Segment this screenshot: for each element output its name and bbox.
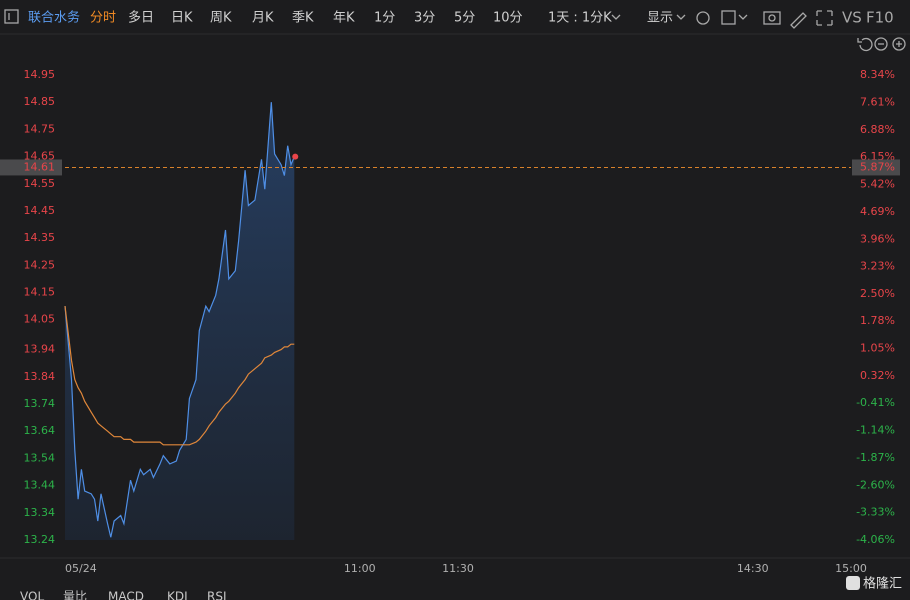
y2-tick-label: 3.23% [860, 260, 895, 273]
change-label-box [852, 159, 900, 176]
x-tick-label: 11:00 [344, 562, 376, 575]
tab[interactable]: 分时 [90, 11, 116, 26]
y2-tick-label: -3.33% [856, 506, 895, 519]
camera-icon[interactable] [763, 11, 781, 25]
watermark-logo [846, 576, 860, 590]
pencil-icon[interactable] [790, 12, 807, 29]
y-tick-label: 13.44 [24, 479, 56, 492]
y-tick-label: 13.34 [24, 506, 56, 519]
y2-tick-label: 4.69% [860, 205, 895, 218]
tab-bar: 分时 多日 日K 周K 月K 季K 年K 1分 3分 5分 10分 [90, 10, 523, 26]
x-tick-label: 15:00 [835, 562, 867, 575]
period-select[interactable]: 1天 : 1分K [548, 11, 612, 26]
y-tick-label: 14.95 [24, 68, 56, 81]
indicator-tab[interactable]: 量比 [63, 590, 87, 600]
price-label-box [0, 159, 62, 176]
zoom-in-plus [896, 41, 902, 47]
y-tick-label: 13.94 [24, 343, 56, 356]
y2-tick-label: -4.06% [856, 533, 895, 546]
y2-tick-label: 5.42% [860, 178, 895, 191]
tab[interactable]: 10分 [493, 11, 523, 26]
dropdown-arrow [676, 14, 686, 20]
settings-icon[interactable] [696, 11, 710, 25]
current-price-label: 14.61 [24, 160, 56, 173]
f10-button[interactable]: F10 [866, 9, 894, 27]
y-tick-label: 14.75 [24, 122, 56, 135]
y-tick-label: 14.15 [24, 286, 56, 299]
y-tick-label: 14.35 [24, 231, 56, 244]
tab[interactable]: 3分 [414, 11, 435, 26]
toolbar [0, 0, 910, 34]
vs-button[interactable]: VS [842, 9, 862, 27]
tab[interactable]: 1分 [374, 11, 395, 26]
stock-name[interactable]: 联合水务 [28, 10, 80, 26]
zoom-in-icon[interactable] [892, 37, 906, 51]
undo-icon[interactable] [857, 37, 873, 52]
y2-tick-label: 2.50% [860, 287, 895, 300]
tab[interactable]: 多日 [128, 10, 154, 26]
dropdown-arrow [738, 14, 748, 20]
y2-tick-label: 1.78% [860, 314, 895, 327]
indicator-tab[interactable]: KDJ [167, 590, 188, 600]
y-tick-label: 14.25 [24, 258, 56, 271]
x-tick-label: 11:30 [442, 562, 474, 575]
y-tick-label: 14.45 [24, 204, 56, 217]
y-tick-label: 14.55 [24, 177, 56, 190]
y-tick-label: 13.64 [24, 424, 56, 437]
y2-tick-label: -1.87% [856, 451, 895, 464]
current-change-label: 5.87% [860, 160, 895, 173]
y-tick-label: 13.84 [24, 370, 56, 383]
y2-tick-label: 0.32% [860, 369, 895, 382]
layout-icon[interactable] [721, 10, 736, 25]
dropdown-arrow [611, 14, 621, 20]
last-point [292, 153, 299, 160]
y-tick-label: 13.24 [24, 533, 56, 546]
y2-tick-label: -2.60% [856, 478, 895, 491]
y-tick-label: 14.85 [24, 95, 56, 108]
tab[interactable]: 周K [210, 11, 232, 26]
zoom-out-icon[interactable] [874, 37, 888, 51]
price-line [64, 102, 295, 538]
indicator-tab[interactable]: VOL [20, 590, 44, 600]
tab[interactable]: 5分 [454, 11, 475, 26]
average-line [64, 306, 295, 446]
y2-tick-label: 6.88% [860, 123, 895, 136]
tab[interactable]: 年K [333, 11, 355, 26]
indicator-tab[interactable]: MACD [108, 590, 144, 600]
watermark: 格隆汇 [863, 576, 902, 592]
tab[interactable]: 季K [292, 11, 314, 26]
y-tick-label: 13.54 [24, 451, 56, 464]
y2-tick-label: 1.05% [860, 341, 895, 354]
display-select[interactable]: 显示 [647, 11, 673, 26]
y2-tick-label: -1.14% [856, 424, 895, 437]
y2-tick-label: 3.96% [860, 232, 895, 245]
y2-tick-label: 8.34% [860, 68, 895, 81]
indicator-tabs: VOL 量比 MACD KDJ RSI [20, 590, 227, 600]
tab[interactable]: 月K [252, 11, 274, 26]
price-area [65, 102, 295, 540]
indicator-tab[interactable]: RSI [207, 590, 227, 600]
sidebar-icon[interactable] [4, 9, 19, 24]
y-tick-label: 14.65 [24, 150, 56, 163]
y-tick-label: 14.05 [24, 313, 56, 326]
camera-lens [768, 14, 776, 22]
x-tick-label: 14:30 [737, 562, 769, 575]
fullscreen-icon[interactable] [816, 10, 833, 26]
y-tick-label: 13.74 [24, 397, 56, 410]
y2-tick-label: 7.61% [860, 95, 895, 108]
y2-tick-label: -0.41% [856, 396, 895, 409]
x-tick-label: 05/24 [65, 562, 97, 575]
tab[interactable]: 日K [171, 11, 193, 26]
